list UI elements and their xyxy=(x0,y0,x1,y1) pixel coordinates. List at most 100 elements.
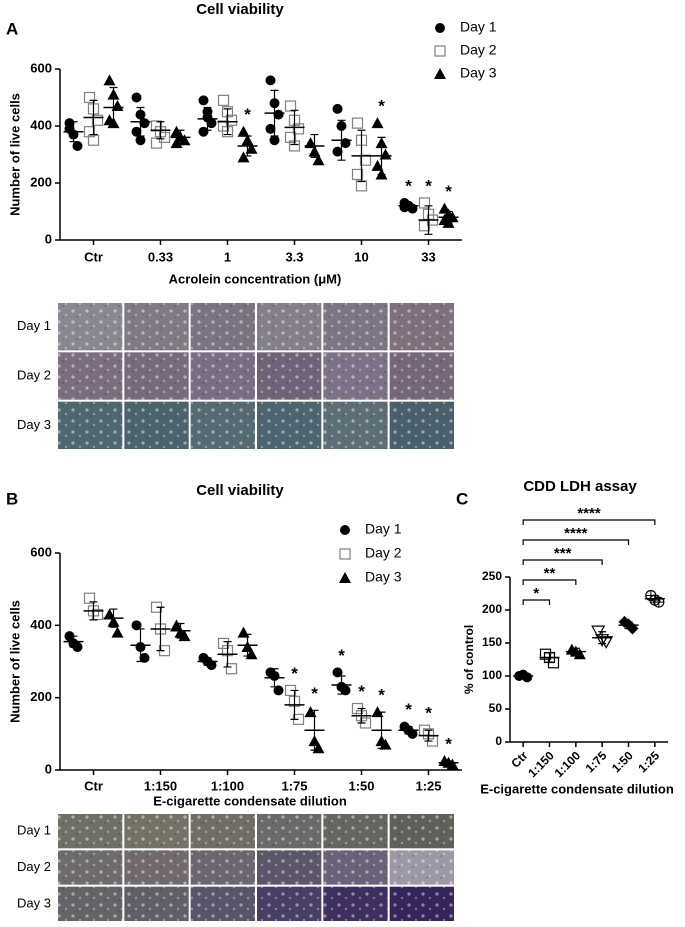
significance: * xyxy=(378,97,385,116)
chart-title: CDD LDH assay xyxy=(523,478,637,495)
data-point xyxy=(150,137,163,149)
error-bar xyxy=(444,760,453,766)
data-point xyxy=(312,154,325,166)
y-tick-label: 150 xyxy=(482,635,502,649)
data-point xyxy=(87,134,100,146)
data-point xyxy=(573,648,586,660)
data-point xyxy=(399,202,410,213)
micrograph-texture xyxy=(323,850,388,885)
significance: * xyxy=(533,585,539,602)
x-tick-label: 1:25 xyxy=(415,778,441,793)
error-bar xyxy=(357,707,366,724)
comparison-bracket xyxy=(522,539,630,545)
chart-title: Cell viability xyxy=(196,1,284,18)
micrograph-texture xyxy=(257,850,322,885)
error-bar xyxy=(545,652,554,663)
y-axis-label: % of control xyxy=(462,625,476,694)
micrograph-texture xyxy=(323,401,388,449)
comparison-bracket xyxy=(522,579,577,585)
micrograph-texture xyxy=(190,352,255,400)
data-point xyxy=(355,180,368,192)
micrograph-texture xyxy=(124,401,189,449)
micrograph-row-label: Day 1 xyxy=(17,823,51,838)
chart-title: Cell viability xyxy=(196,482,284,499)
micrograph-texture xyxy=(190,886,255,921)
error-bar xyxy=(109,608,118,628)
error-bar xyxy=(337,119,346,161)
y-tick-label: 0 xyxy=(495,734,502,748)
y-tick-label: 400 xyxy=(30,617,52,632)
error-bar xyxy=(377,711,386,749)
data-point xyxy=(135,135,146,146)
data-point xyxy=(245,142,258,154)
significance: * xyxy=(311,684,318,703)
data-point xyxy=(83,126,96,138)
data-point xyxy=(304,706,317,718)
legend-label: Day 3 xyxy=(460,65,497,81)
data-point xyxy=(269,135,280,146)
error-bar xyxy=(270,89,279,137)
comparison-bracket xyxy=(522,559,603,565)
data-point xyxy=(599,636,614,649)
data-point xyxy=(111,100,124,112)
x-tick-label: 1 xyxy=(224,249,231,264)
micrograph-texture xyxy=(58,814,123,849)
micrograph-texture xyxy=(58,401,123,449)
comparison-bracket xyxy=(522,599,551,605)
legend-label: Day 2 xyxy=(365,545,402,561)
micrograph-texture xyxy=(257,814,322,849)
x-tick-label: Ctr xyxy=(84,778,103,793)
data-point xyxy=(273,109,284,120)
error-bar xyxy=(377,136,386,176)
significance: * xyxy=(405,700,412,719)
legend-marker xyxy=(434,45,446,57)
x-tick-label: 33 xyxy=(421,249,435,264)
micrograph-texture xyxy=(124,303,189,351)
x-axis-label: E-cigarette condensate dilution xyxy=(153,793,347,808)
legend-label: Day 3 xyxy=(365,569,402,585)
y-axis-label: Number of live cells xyxy=(7,93,22,216)
data-point xyxy=(273,685,284,696)
micrograph-row-label: Day 1 xyxy=(17,318,51,333)
y-tick-label: 0 xyxy=(45,231,52,246)
error-bar xyxy=(270,668,279,688)
panel-label: A xyxy=(6,19,18,38)
data-point xyxy=(371,159,384,171)
data-point xyxy=(131,126,142,137)
legend-label: Day 1 xyxy=(365,521,402,537)
error-bar xyxy=(598,631,607,645)
data-point xyxy=(72,140,83,151)
legend-marker xyxy=(435,23,445,33)
error-bar xyxy=(176,622,185,639)
data-point xyxy=(237,151,250,163)
data-point xyxy=(217,637,230,650)
x-tick-label: 1:75 xyxy=(281,778,307,793)
x-tick-label: 1:100 xyxy=(552,748,584,780)
x-tick-label: 1:50 xyxy=(348,778,374,793)
micrograph-texture xyxy=(323,352,388,400)
x-tick-label: 1:150 xyxy=(144,778,177,793)
data-point xyxy=(284,100,297,112)
data-point xyxy=(265,123,276,134)
error-bar xyxy=(404,202,413,210)
error-bar xyxy=(223,641,232,668)
data-point xyxy=(225,114,238,126)
x-tick-label: 1:75 xyxy=(583,748,610,775)
error-bar xyxy=(310,133,319,158)
micrograph-texture xyxy=(58,886,123,921)
x-tick-label: Ctr xyxy=(84,249,103,264)
y-tick-label: 100 xyxy=(482,668,502,682)
data-point xyxy=(131,620,142,631)
significance: * xyxy=(358,682,365,701)
y-tick-label: 600 xyxy=(30,544,52,559)
micrograph-texture xyxy=(190,814,255,849)
legend-marker xyxy=(434,68,446,79)
data-point xyxy=(284,131,297,143)
error-bar xyxy=(203,657,212,666)
legend-label: Day 1 xyxy=(460,19,497,35)
data-point xyxy=(332,103,343,114)
micrograph-texture xyxy=(190,303,255,351)
error-bar xyxy=(290,689,299,720)
micrograph-row-label: Day 2 xyxy=(17,367,51,382)
